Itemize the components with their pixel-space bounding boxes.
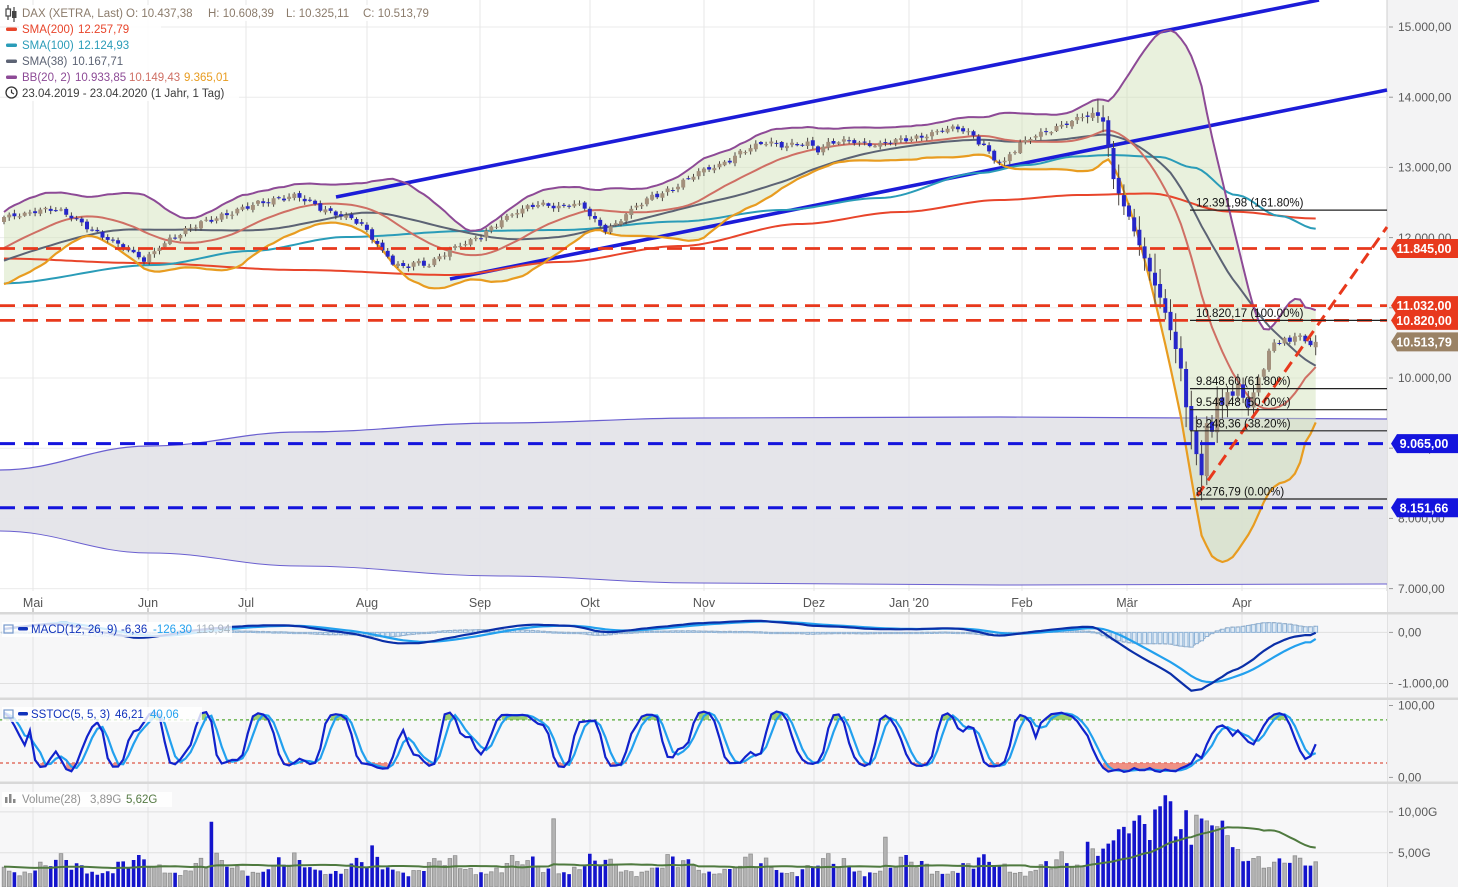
svg-text:10.000,00: 10.000,00: [1398, 371, 1452, 385]
svg-text:23.04.2019 - 23.04.2020: 23.04.2019 - 23.04.2020: [22, 88, 147, 100]
svg-text:10.513,79: 10.513,79: [1396, 335, 1452, 349]
svg-text:12.391,98 (161.80%): 12.391,98 (161.80%): [1196, 198, 1304, 210]
svg-text:9.365,01: 9.365,01: [184, 72, 229, 84]
svg-text:5,00G: 5,00G: [1398, 846, 1431, 860]
svg-text:10.820,00: 10.820,00: [1396, 314, 1452, 328]
svg-text:8.276,79 (0.00%): 8.276,79 (0.00%): [1196, 487, 1284, 499]
svg-text:SMA(38): SMA(38): [22, 56, 68, 68]
svg-text:3,89G: 3,89G: [90, 794, 121, 806]
svg-text:100,00: 100,00: [1398, 699, 1435, 713]
svg-text:10,00G: 10,00G: [1398, 805, 1437, 819]
svg-text:Jul: Jul: [238, 596, 254, 610]
svg-text:11.032,00: 11.032,00: [1397, 299, 1452, 313]
svg-text:O: 10.437,38: O: 10.437,38: [126, 8, 193, 20]
svg-text:40,06: 40,06: [150, 709, 179, 721]
svg-text:SSTOC(5, 5, 3): SSTOC(5, 5, 3): [31, 709, 110, 721]
svg-text:MACD(12, 26, 9): MACD(12, 26, 9): [31, 624, 117, 636]
svg-text:Nov: Nov: [693, 596, 716, 610]
svg-text:10.933,85: 10.933,85: [75, 72, 126, 84]
svg-text:5,62G: 5,62G: [126, 794, 157, 806]
svg-text:9.848,60 (61.80%): 9.848,60 (61.80%): [1196, 376, 1291, 388]
svg-text:-1.000,00: -1.000,00: [1398, 677, 1449, 691]
svg-text:Okt: Okt: [580, 596, 600, 610]
svg-text:BB(20, 2): BB(20, 2): [22, 72, 71, 84]
svg-text:9.548,48 (50.00%): 9.548,48 (50.00%): [1196, 397, 1291, 409]
svg-text:10.820,17 (100.00%): 10.820,17 (100.00%): [1196, 308, 1304, 320]
svg-text:11.845,00: 11.845,00: [1397, 242, 1452, 256]
svg-text:Jun: Jun: [138, 596, 158, 610]
svg-text:SMA(100): SMA(100): [22, 40, 74, 52]
svg-text:12.124,93: 12.124,93: [78, 40, 129, 52]
svg-text:C: 10.513,79: C: 10.513,79: [363, 8, 429, 20]
svg-text:46,21: 46,21: [115, 709, 144, 721]
svg-text:8.151,66: 8.151,66: [1400, 501, 1449, 515]
svg-text:Dez: Dez: [803, 596, 825, 610]
svg-text:SMA(200): SMA(200): [22, 24, 74, 36]
svg-text:0,00: 0,00: [1398, 771, 1422, 785]
svg-text:Apr: Apr: [1232, 596, 1251, 610]
svg-text:DAX (XETRA, Last): DAX (XETRA, Last): [22, 8, 123, 20]
svg-text:10.167,71: 10.167,71: [72, 56, 123, 68]
svg-text:7.000,00: 7.000,00: [1398, 582, 1445, 596]
svg-text:Aug: Aug: [356, 596, 378, 610]
svg-text:H: 10.608,39: H: 10.608,39: [208, 8, 274, 20]
svg-text:13.000,00: 13.000,00: [1398, 161, 1452, 175]
svg-text:L: 10.325,11: L: 10.325,11: [286, 8, 349, 20]
svg-text:Mai: Mai: [23, 596, 43, 610]
svg-text:14.000,00: 14.000,00: [1398, 90, 1452, 104]
svg-text:Mär: Mär: [1116, 596, 1138, 610]
svg-text:Volume(28): Volume(28): [22, 794, 81, 806]
svg-text:12.257,79: 12.257,79: [78, 24, 129, 36]
svg-text:119,94: 119,94: [196, 624, 231, 636]
svg-text:Jan '20: Jan '20: [889, 596, 929, 610]
svg-text:-6,36: -6,36: [121, 624, 147, 636]
svg-text:10.149,43: 10.149,43: [129, 72, 180, 84]
svg-text:(1 Jahr, 1 Tag): (1 Jahr, 1 Tag): [151, 88, 224, 100]
svg-text:0,00: 0,00: [1398, 626, 1422, 640]
svg-text:15.000,00: 15.000,00: [1398, 20, 1452, 34]
svg-text:9.248,36 (38.20%): 9.248,36 (38.20%): [1196, 418, 1291, 430]
svg-text:9.065,00: 9.065,00: [1400, 437, 1449, 451]
svg-text:Sep: Sep: [469, 596, 491, 610]
svg-text:Feb: Feb: [1011, 596, 1033, 610]
svg-text:-126,30: -126,30: [153, 624, 192, 636]
